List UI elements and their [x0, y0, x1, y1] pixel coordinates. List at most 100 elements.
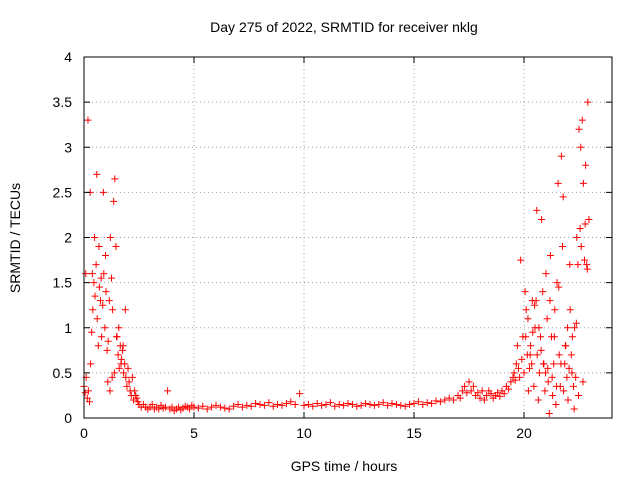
data-point — [353, 402, 361, 410]
data-point — [375, 400, 383, 408]
data-point — [168, 403, 176, 411]
data-point — [131, 387, 139, 395]
data-point — [82, 270, 90, 278]
data-point — [465, 378, 473, 386]
data-point — [208, 403, 216, 411]
axis-ticks: 0 5 10 15 20 0 0.5 1 1.5 2 2.5 3 3.5 4 — [53, 49, 612, 441]
data-point — [186, 405, 194, 413]
data-point — [90, 279, 98, 287]
data-point — [579, 378, 587, 386]
data-point — [130, 396, 137, 404]
x-tick-label: 15 — [406, 425, 422, 441]
data-point — [423, 399, 431, 407]
data-point — [88, 328, 96, 336]
data-point — [535, 324, 543, 332]
data-point — [203, 405, 211, 413]
y-tick-label: 3 — [64, 139, 72, 155]
data-point — [527, 342, 535, 350]
data-point — [296, 390, 304, 398]
x-tick-label: 0 — [80, 425, 88, 441]
data-point — [89, 306, 97, 314]
data-point — [571, 324, 579, 332]
data-point — [124, 364, 132, 372]
data-point — [515, 364, 522, 372]
data-point — [247, 402, 255, 410]
data-point — [520, 369, 528, 377]
data-point — [243, 401, 251, 409]
data-point — [577, 243, 585, 251]
data-point — [335, 400, 343, 408]
data-point — [164, 387, 172, 395]
data-point — [579, 179, 587, 187]
data-point — [274, 400, 282, 408]
data-point — [458, 387, 466, 395]
data-point — [546, 297, 554, 305]
data-point — [533, 206, 541, 214]
data-point — [366, 400, 374, 408]
data-point — [570, 382, 577, 390]
data-point — [234, 400, 242, 408]
y-tick-label: 0 — [64, 410, 72, 426]
data-point — [133, 394, 141, 402]
data-point — [528, 360, 536, 368]
y-tick-label: 2 — [64, 230, 72, 246]
data-point — [585, 215, 593, 223]
data-point — [406, 400, 414, 408]
chart-title: Day 275 of 2022, SRMTID for receiver nkl… — [210, 19, 478, 35]
data-point — [543, 315, 551, 323]
data-point — [92, 261, 100, 269]
data-point — [83, 394, 91, 402]
data-point — [199, 402, 207, 410]
data-point — [507, 378, 515, 386]
data-point — [526, 364, 533, 372]
data-point — [516, 373, 524, 381]
data-point — [578, 116, 586, 124]
data-point — [326, 399, 334, 407]
data-point — [494, 389, 502, 397]
data-point — [119, 346, 126, 354]
data-point — [94, 342, 102, 350]
data-points — [80, 98, 593, 417]
data-point — [216, 403, 224, 411]
data-point — [555, 283, 563, 291]
data-point — [105, 297, 113, 305]
data-point — [112, 243, 120, 251]
data-point — [221, 404, 229, 412]
data-point — [575, 391, 583, 399]
data-point — [348, 400, 356, 408]
data-point — [392, 400, 400, 408]
x-tick-label: 20 — [516, 425, 532, 441]
data-point — [581, 220, 589, 228]
data-point — [560, 387, 568, 395]
data-point — [552, 400, 560, 408]
data-point — [81, 389, 89, 397]
data-point — [119, 342, 127, 350]
data-point — [98, 333, 106, 341]
data-point — [397, 401, 405, 409]
x-tick-label: 10 — [296, 425, 312, 441]
data-point — [582, 161, 590, 169]
data-point — [567, 351, 575, 359]
data-point — [287, 398, 295, 406]
data-point — [110, 369, 118, 377]
data-point — [212, 401, 220, 409]
data-point — [524, 387, 532, 395]
data-point — [463, 389, 471, 397]
data-point — [104, 337, 112, 345]
data-point — [269, 402, 277, 410]
data-point — [125, 378, 133, 386]
data-point — [469, 382, 477, 390]
data-point — [450, 396, 458, 404]
data-point — [318, 401, 326, 409]
data-point — [155, 405, 163, 413]
data-point — [419, 400, 427, 408]
data-point — [521, 288, 529, 296]
data-point — [517, 256, 525, 264]
data-point — [553, 279, 561, 287]
data-point — [572, 319, 580, 327]
data-point — [570, 405, 578, 413]
data-point — [483, 391, 491, 399]
data-point — [102, 252, 110, 260]
data-point — [148, 400, 156, 408]
